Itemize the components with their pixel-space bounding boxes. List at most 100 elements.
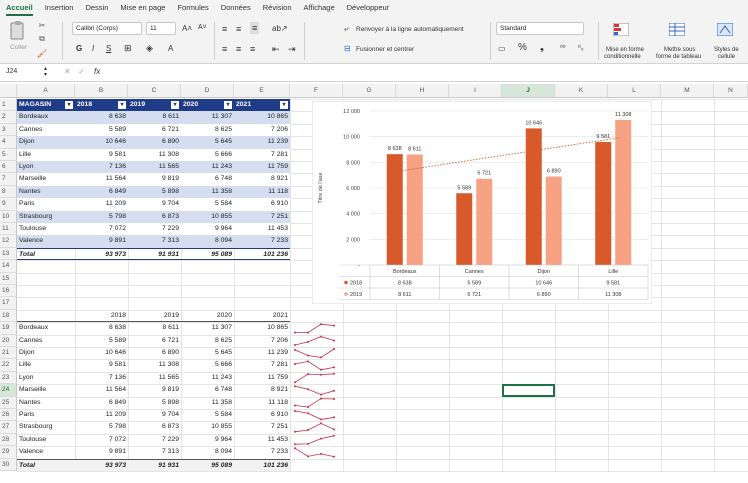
- table1-value[interactable]: 7 229: [128, 223, 181, 236]
- column-header-A[interactable]: A: [17, 84, 75, 98]
- italic-icon[interactable]: I: [92, 44, 95, 53]
- row-header-18[interactable]: 18: [0, 309, 17, 323]
- table1-value[interactable]: 6 873: [128, 210, 181, 223]
- orientation-icon[interactable]: ab↗: [272, 24, 288, 33]
- conditional-formatting-label[interactable]: Mise en forme: [606, 47, 645, 53]
- column-header-D[interactable]: D: [181, 84, 234, 98]
- table1-header-0[interactable]: MAGASIN ▾: [17, 99, 75, 112]
- table1-value[interactable]: 11 243: [181, 161, 234, 174]
- table1-value[interactable]: 10 865: [234, 111, 290, 124]
- row-header-4[interactable]: 4: [0, 136, 17, 149]
- bar-2019-bordeaux[interactable]: [406, 154, 423, 265]
- accounting-icon[interactable]: ▭: [498, 44, 506, 53]
- font-size-select[interactable]: 11: [146, 22, 176, 35]
- decrease-decimal-icon[interactable]: ⁰₀: [578, 45, 584, 52]
- row-header-24[interactable]: 24: [0, 384, 17, 397]
- table1-value[interactable]: 5 898: [128, 185, 181, 199]
- bar-2019-lille[interactable]: [615, 119, 632, 265]
- table2-total-value[interactable]: 93 973: [75, 458, 128, 471]
- table2-store-name[interactable]: Strasbourg: [19, 423, 53, 431]
- format-as-table-icon[interactable]: [668, 22, 686, 36]
- row-header-2[interactable]: 2: [0, 111, 17, 124]
- conditional-formatting-icon[interactable]: [612, 22, 630, 36]
- table1-value[interactable]: 9 581: [75, 148, 128, 161]
- table2-value[interactable]: 7 206: [270, 336, 288, 344]
- table1-value[interactable]: 9 704: [128, 198, 181, 211]
- conditional-formatting-label-2[interactable]: conditionnelle: [604, 54, 641, 60]
- row-header-22[interactable]: 22: [0, 359, 17, 372]
- tab-r-vision[interactable]: Révision: [262, 3, 292, 12]
- fill-color-icon[interactable]: ◈: [146, 43, 153, 53]
- cell-styles-icon[interactable]: [716, 22, 734, 36]
- bar-2018-lille[interactable]: [595, 142, 612, 265]
- name-box[interactable]: J24: [6, 68, 18, 75]
- table1-store-name[interactable]: Lille: [17, 148, 75, 161]
- table2-value[interactable]: 11 759: [267, 373, 288, 381]
- tab-mise-en-page[interactable]: Mise en page: [120, 3, 166, 12]
- bar-2019-dijon[interactable]: [545, 176, 562, 265]
- table1-value[interactable]: 7 136: [75, 161, 128, 174]
- align-right-icon[interactable]: ≡: [250, 44, 256, 54]
- column-header-B[interactable]: B: [75, 84, 128, 98]
- table1-value[interactable]: 8 611: [128, 111, 181, 124]
- table1-value[interactable]: 5 645: [181, 136, 234, 149]
- fx-icon[interactable]: fx: [94, 67, 101, 76]
- row-header-11[interactable]: 11: [0, 223, 17, 236]
- table2-value[interactable]: 5 584: [214, 411, 232, 418]
- table2-value[interactable]: 11 239: [267, 349, 288, 356]
- tab-d-veloppeur[interactable]: Développeur: [346, 3, 390, 12]
- table2-value[interactable]: 10 646: [105, 349, 126, 356]
- row-header-27[interactable]: 27: [0, 421, 17, 434]
- enter-icon[interactable]: ✓: [78, 67, 85, 76]
- table1-total-label[interactable]: Total: [17, 247, 75, 261]
- tab-formules[interactable]: Formules: [177, 3, 209, 12]
- name-box-stepper-icon[interactable]: ▴ ▾: [44, 66, 48, 78]
- column-header-C[interactable]: C: [128, 84, 181, 98]
- table2-value[interactable]: 11 358: [211, 398, 232, 406]
- table2-value[interactable]: 8 625: [214, 336, 232, 344]
- row-header-17[interactable]: 17: [0, 297, 17, 310]
- align-center-icon[interactable]: ≡: [236, 44, 242, 54]
- table1-value[interactable]: 6 748: [181, 173, 234, 186]
- row-header-15[interactable]: 15: [0, 272, 17, 285]
- paste-icon[interactable]: [8, 20, 28, 42]
- copy-icon[interactable]: ⧉: [39, 34, 45, 43]
- increase-decimal-icon[interactable]: ⁰⁰: [560, 45, 566, 52]
- number-format-select[interactable]: Standard: [496, 22, 584, 35]
- table1-value[interactable]: 8 921: [234, 173, 290, 186]
- row-header-13[interactable]: 13: [0, 247, 17, 261]
- column-header-L[interactable]: L: [608, 84, 661, 98]
- table1-value[interactable]: 9 819: [128, 173, 181, 186]
- table1-value[interactable]: 11 358: [181, 185, 234, 199]
- cell-styles-label[interactable]: Styles de: [714, 47, 739, 53]
- table2-value[interactable]: 5 645: [214, 349, 232, 356]
- increase-indent-icon[interactable]: ⇥: [288, 44, 296, 54]
- format-as-table-label-2[interactable]: forme de tableau: [656, 54, 702, 60]
- underline-icon[interactable]: S: [106, 44, 112, 53]
- paste-label[interactable]: Coller: [10, 44, 27, 51]
- table2-value[interactable]: 6 890: [161, 349, 179, 356]
- table2-store-name[interactable]: Cannes: [19, 336, 43, 344]
- table2-header[interactable]: 2021: [234, 310, 290, 323]
- row-header-30[interactable]: 30: [0, 458, 17, 471]
- table2-total-value[interactable]: 101 236: [234, 458, 290, 471]
- table2-value[interactable]: 8 921: [270, 386, 288, 394]
- table2-value[interactable]: 9 891: [108, 448, 126, 456]
- column-header-K[interactable]: K: [555, 84, 608, 98]
- merge-center-label[interactable]: Fusionner et centrer: [356, 46, 415, 53]
- table2-store-name[interactable]: Dijon: [19, 349, 35, 356]
- bar-2019-cannes[interactable]: [476, 178, 493, 265]
- table2-value[interactable]: 9 964: [214, 435, 232, 443]
- table1-value[interactable]: 6 890: [128, 136, 181, 149]
- row-header-6[interactable]: 6: [0, 161, 17, 174]
- increase-font-icon[interactable]: A˄: [182, 24, 193, 33]
- table1-value[interactable]: 9 891: [75, 235, 128, 248]
- align-middle-icon[interactable]: ≡: [236, 24, 242, 34]
- table2-value[interactable]: 5 666: [214, 361, 232, 369]
- align-bottom-icon[interactable]: ≡: [250, 22, 260, 34]
- table2-header[interactable]: 2018: [75, 310, 128, 323]
- table1-value[interactable]: 7 281: [234, 148, 290, 161]
- table2-total-label[interactable]: Total: [17, 458, 75, 471]
- selected-cell[interactable]: [502, 384, 555, 397]
- row-header-8[interactable]: 8: [0, 185, 17, 199]
